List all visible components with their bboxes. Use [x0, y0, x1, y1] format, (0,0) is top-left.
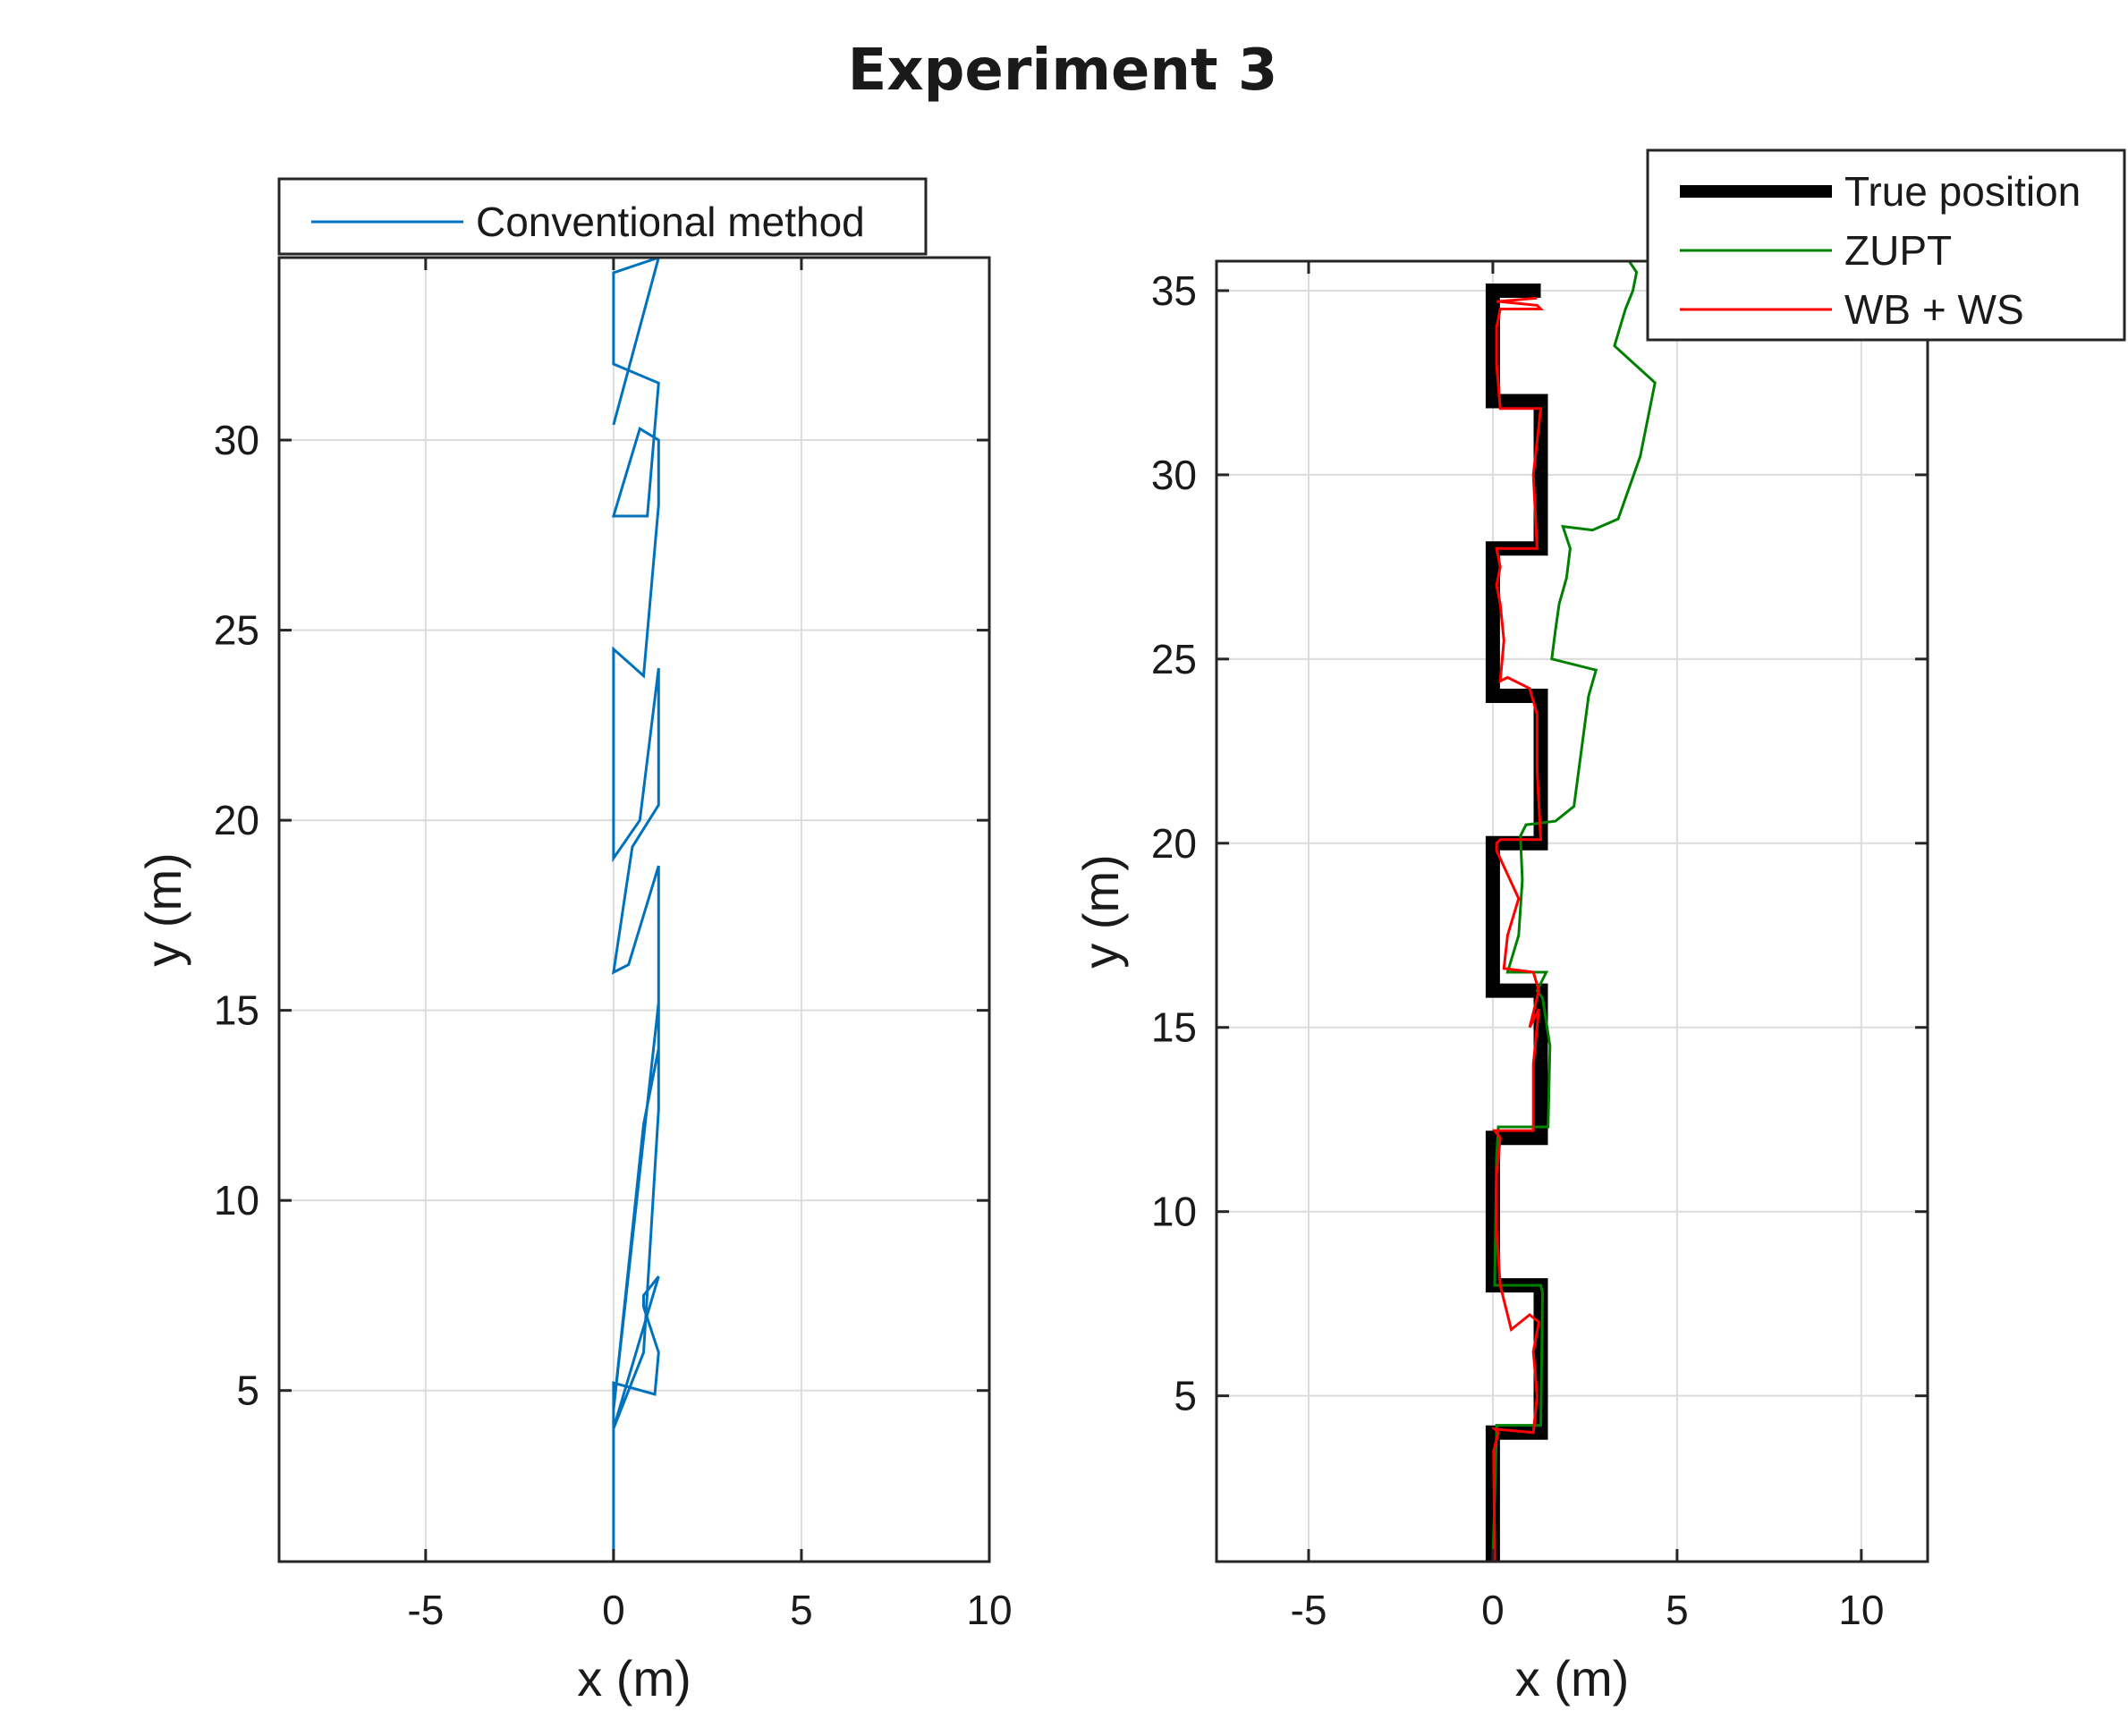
- y-tick-label: 30: [1151, 452, 1197, 498]
- y-tick-label: 35: [1151, 267, 1197, 314]
- y-tick-label: 25: [1151, 636, 1197, 682]
- chart-2: -5 0 5 10 5 10 15 20 25 30 35 x (m) y (m) True positi…: [1072, 148, 2126, 1706]
- y-tick-label: 10: [214, 1177, 259, 1224]
- axes-box: [277, 256, 991, 1563]
- y-tick-label: 20: [1151, 820, 1197, 867]
- x-tick-label: 5: [790, 1587, 813, 1633]
- y-axis-label: y (m): [135, 852, 191, 967]
- y-tick-label: 5: [1174, 1373, 1197, 1419]
- x-axis-label: x (m): [1515, 1650, 1630, 1706]
- y-axis-label: y (m): [1072, 854, 1129, 969]
- y-tick-label: 25: [214, 607, 259, 654]
- x-axis-label: x (m): [577, 1650, 691, 1706]
- legend: Conventional method: [277, 177, 928, 256]
- series-group: [611, 258, 660, 1562]
- series-line-2: [1491, 261, 1657, 1562]
- x-tick-label: -5: [1291, 1587, 1327, 1633]
- y-tick-label: 10: [1151, 1189, 1197, 1235]
- legend-label-3: WB + WS: [1844, 286, 2024, 333]
- x-tick-label: -5: [407, 1587, 444, 1633]
- plot-area: [279, 258, 989, 1562]
- axes-box: [1215, 259, 1929, 1563]
- legend-box: [277, 177, 928, 256]
- legend-label-1: True position: [1844, 168, 2081, 215]
- x-tick-label: 0: [602, 1587, 625, 1633]
- chart-1: -5 0 5 10 5 10 15 20 25 30 x (m) y (m) Conventional …: [135, 177, 1013, 1706]
- x-tick-label: 0: [1481, 1587, 1505, 1633]
- legend: True position ZUPT WB + WS: [1646, 148, 2126, 342]
- legend-label-1: Conventional method: [476, 199, 865, 245]
- y-tick-label: 5: [236, 1368, 259, 1414]
- figure-title: Experiment 3: [848, 38, 1278, 104]
- legend-label-2: ZUPT: [1844, 227, 1952, 274]
- series-line-3: [1490, 296, 1545, 1562]
- y-tick-label: 15: [214, 987, 259, 1034]
- series-group: [1485, 261, 1657, 1562]
- x-tick-label: 10: [1838, 1587, 1884, 1633]
- series-line-1: [611, 258, 660, 1562]
- x-tick-label: 5: [1666, 1587, 1689, 1633]
- y-tick-label: 20: [214, 797, 259, 843]
- y-tick-label: 15: [1151, 1004, 1197, 1051]
- x-tick-label: 10: [966, 1587, 1012, 1633]
- y-tick-label: 30: [214, 417, 259, 463]
- plot-area: [1217, 261, 1928, 1562]
- charts-container: -5 0 5 10 5 10 15 20 25 30 x (m) y (m) Conventional …: [135, 148, 2126, 1706]
